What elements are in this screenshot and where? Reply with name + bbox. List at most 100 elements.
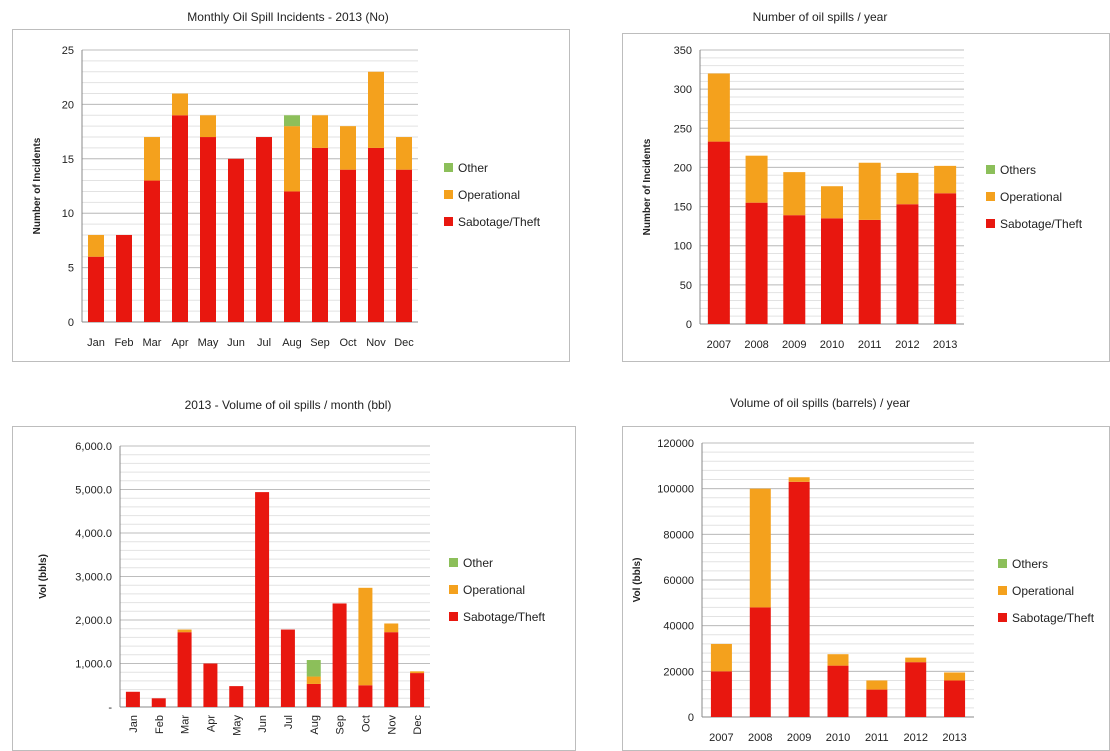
- bar-segment: [827, 654, 849, 666]
- legend-label: Operational: [463, 582, 526, 597]
- chart-title: Number of oil spills / year: [752, 10, 888, 24]
- chart-frame: [622, 426, 1110, 751]
- legend-swatch-sabotage: [986, 219, 995, 228]
- x-tick-label: Apr: [205, 715, 217, 732]
- chart-monthly-incidents-2013: Monthly Oil Spill Incidents - 2013 (No) …: [0, 0, 600, 375]
- bar-segment: [306, 660, 321, 677]
- bar-segment: [821, 218, 843, 324]
- legend-label: Sabotage/Theft: [1000, 216, 1083, 231]
- bar-segment: [256, 137, 272, 322]
- bar-segment: [944, 672, 966, 681]
- bar-segment: [177, 632, 192, 707]
- x-tick-label: 2011: [865, 732, 889, 744]
- bar-segment: [858, 219, 881, 324]
- chart-plot: - 1,000.0 2,000.0 3,000.0 4,000.0 5,000.0 6,00…: [38, 441, 430, 736]
- legend-item-operational: Operational: [986, 183, 1082, 210]
- legend-label: Operational: [458, 187, 521, 202]
- legend-item-operational: Operational: [444, 181, 540, 208]
- y-tick-label: 3,000.0: [75, 572, 112, 584]
- bar-segment: [228, 158, 244, 322]
- y-tick-label: 10: [62, 208, 74, 220]
- legend-label: Other: [463, 555, 494, 570]
- legend-item-others: Others: [986, 156, 1082, 183]
- legend-label: Operational: [1000, 189, 1063, 204]
- x-tick-label: 2007: [709, 732, 733, 744]
- y-tick-label: 150: [674, 202, 692, 214]
- x-tick-label: Jun: [227, 337, 245, 349]
- x-tick-label: Sep: [310, 337, 330, 349]
- y-tick-label: 200: [674, 162, 692, 174]
- y-tick-label: 25: [62, 45, 74, 57]
- x-tick-label: Dec: [412, 715, 424, 735]
- chart-title: Volume of oil spills (barrels) / year: [729, 396, 911, 410]
- legend-item-other: Other: [449, 549, 545, 576]
- bar-segment: [88, 256, 104, 322]
- bar-segment: [284, 115, 300, 127]
- x-tick-label: Feb: [154, 715, 166, 734]
- x-tick-label: 2010: [820, 339, 844, 351]
- y-tick-label: 4,000.0: [75, 528, 112, 540]
- bar-segment: [934, 193, 957, 324]
- legend-swatch-other: [449, 558, 458, 567]
- x-tick-label: 2008: [748, 732, 772, 744]
- bar-segment: [905, 657, 927, 663]
- legend-swatch-sabotage: [444, 217, 453, 226]
- legend-label: Sabotage/Theft: [458, 214, 541, 229]
- y-tick-label: 300: [674, 84, 692, 96]
- x-tick-label: 2009: [787, 732, 811, 744]
- bar-segment: [749, 607, 771, 717]
- x-tick-label: 2013: [942, 732, 966, 744]
- bar-segment: [396, 169, 412, 322]
- y-tick-label: -: [108, 702, 112, 714]
- legend-swatch-others: [986, 165, 995, 174]
- y-tick-label: 350: [674, 45, 692, 57]
- bar-segment: [384, 632, 399, 707]
- x-tick-label: 2013: [933, 339, 957, 351]
- chart-legend: Other Operational Sabotage/Theft: [449, 549, 545, 630]
- bar-segment: [125, 691, 140, 707]
- x-tick-label: Jan: [87, 337, 105, 349]
- legend-item-others: Others: [998, 550, 1094, 577]
- x-tick-label: Oct: [360, 715, 372, 732]
- bar-segment: [284, 191, 300, 322]
- bar-segment: [788, 477, 810, 482]
- legend-item-sabotage: Sabotage/Theft: [986, 210, 1082, 237]
- y-axis-title: Number of Incidents: [32, 137, 43, 234]
- x-tick-label: Nov: [386, 715, 398, 735]
- legend-swatch-sabotage: [449, 612, 458, 621]
- bar-segment: [783, 172, 806, 216]
- legend-swatch-operational: [449, 585, 458, 594]
- bar-segment: [312, 115, 328, 148]
- x-tick-label: Aug: [309, 715, 321, 735]
- y-tick-label: 120000: [657, 438, 694, 450]
- x-tick-label: Oct: [339, 337, 356, 349]
- bar-segment: [255, 492, 270, 707]
- chart-legend: Others Operational Sabotage/Theft: [986, 156, 1082, 237]
- bar-segment: [358, 587, 373, 686]
- y-tick-label: 40000: [663, 621, 694, 633]
- bar-segment: [368, 147, 384, 322]
- bar-segment: [710, 671, 732, 717]
- bar-segment: [905, 662, 927, 717]
- legend-swatch-others: [998, 559, 1007, 568]
- legend-item-sabotage: Sabotage/Theft: [449, 603, 545, 630]
- legend-swatch-other: [444, 163, 453, 172]
- y-tick-label: 0: [688, 712, 694, 724]
- x-tick-label: 2012: [903, 732, 927, 744]
- bar-segment: [866, 680, 888, 690]
- bar-segment: [144, 137, 160, 181]
- y-tick-label: 60000: [663, 575, 694, 587]
- chart-legend: Other Operational Sabotage/Theft: [444, 154, 540, 235]
- x-tick-label: Apr: [171, 337, 188, 349]
- bar-segment: [866, 689, 888, 717]
- legend-label: Other: [458, 160, 489, 175]
- x-tick-label: May: [231, 715, 243, 736]
- y-tick-label: 15: [62, 154, 74, 166]
- bar-segment: [368, 71, 384, 148]
- bar-segment: [710, 643, 732, 672]
- legend-swatch-operational: [986, 192, 995, 201]
- bar-segment: [88, 234, 104, 257]
- bar-segment: [144, 180, 160, 322]
- legend-swatch-operational: [444, 190, 453, 199]
- chart-legend: Others Operational Sabotage/Theft: [998, 550, 1094, 631]
